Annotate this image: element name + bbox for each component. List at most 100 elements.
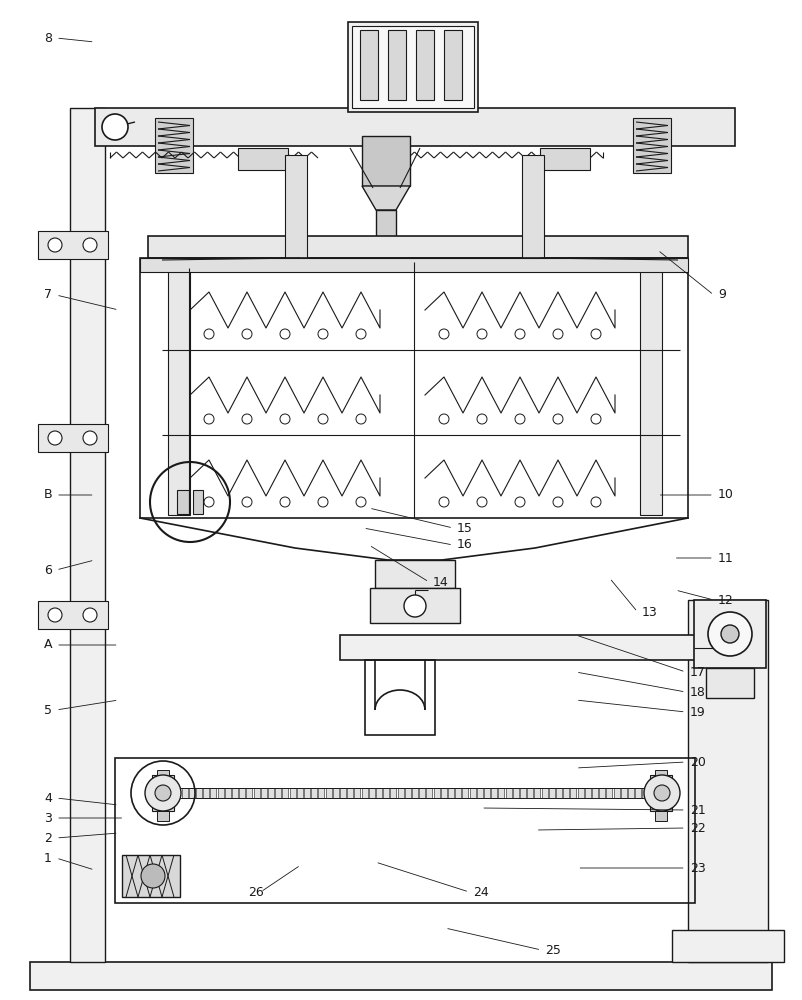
Text: 8: 8 (44, 31, 52, 44)
Circle shape (48, 431, 62, 445)
Bar (239, 788, 245, 798)
Bar (304, 788, 310, 798)
Bar (541, 788, 548, 798)
Bar (362, 788, 367, 798)
Text: 17: 17 (690, 666, 706, 678)
Circle shape (102, 114, 128, 140)
Circle shape (204, 329, 214, 339)
Bar (370, 588, 460, 623)
Circle shape (280, 497, 290, 507)
Bar (444, 30, 462, 100)
Bar (148, 236, 688, 258)
Bar (456, 788, 461, 798)
Circle shape (591, 329, 601, 339)
Text: 9: 9 (718, 288, 726, 302)
Bar (122, 855, 180, 897)
Circle shape (145, 775, 181, 811)
Bar (326, 788, 331, 798)
Circle shape (515, 497, 525, 507)
Bar (354, 788, 360, 798)
Bar (203, 788, 209, 798)
Bar (621, 788, 627, 798)
Bar (188, 788, 195, 798)
Bar (285, 155, 307, 258)
Bar (261, 788, 267, 798)
Bar (628, 788, 634, 798)
Bar (441, 788, 447, 798)
Bar (633, 118, 671, 173)
Bar (352, 26, 474, 108)
Circle shape (477, 329, 487, 339)
Circle shape (318, 497, 328, 507)
Bar (540, 148, 590, 170)
Bar (30, 962, 772, 990)
Bar (375, 560, 455, 588)
Bar (238, 148, 288, 170)
Bar (614, 788, 620, 798)
Text: 26: 26 (249, 886, 265, 898)
Circle shape (404, 595, 426, 617)
Text: 21: 21 (690, 804, 706, 816)
Text: 10: 10 (718, 488, 734, 502)
Text: 19: 19 (690, 706, 706, 718)
Bar (405, 788, 411, 798)
Bar (427, 788, 432, 798)
Text: A: A (44, 639, 53, 652)
Bar (210, 788, 217, 798)
Circle shape (280, 414, 290, 424)
Circle shape (141, 864, 165, 888)
Bar (522, 155, 544, 258)
Bar (549, 788, 555, 798)
Circle shape (356, 414, 366, 424)
Text: 4: 4 (44, 792, 52, 804)
Bar (362, 136, 410, 186)
Bar (115, 758, 695, 903)
Bar (383, 788, 389, 798)
Bar (340, 788, 346, 798)
Bar (655, 811, 667, 821)
Bar (318, 788, 324, 798)
Bar (333, 788, 338, 798)
Bar (140, 258, 688, 518)
Bar (694, 600, 766, 668)
Text: 24: 24 (473, 886, 489, 898)
Text: 22: 22 (690, 822, 706, 834)
Circle shape (515, 414, 525, 424)
Circle shape (356, 497, 366, 507)
Bar (38, 231, 108, 259)
Circle shape (708, 612, 752, 656)
Text: 5: 5 (44, 704, 52, 716)
Bar (246, 788, 253, 798)
Text: 11: 11 (718, 552, 734, 564)
Bar (650, 775, 672, 811)
Bar (416, 30, 434, 100)
Circle shape (155, 785, 171, 801)
Bar (448, 788, 454, 798)
Bar (577, 788, 584, 798)
Bar (640, 265, 662, 515)
Text: 3: 3 (44, 812, 52, 824)
Text: 1: 1 (44, 852, 52, 864)
Bar (38, 424, 108, 452)
Circle shape (515, 329, 525, 339)
Bar (434, 788, 439, 798)
Text: B: B (44, 488, 53, 502)
Bar (585, 788, 591, 798)
Circle shape (83, 238, 97, 252)
Bar (196, 788, 202, 798)
Bar (225, 788, 231, 798)
Text: 16: 16 (457, 538, 473, 552)
Bar (155, 118, 193, 173)
Text: 15: 15 (457, 522, 473, 534)
Circle shape (356, 329, 366, 339)
Circle shape (83, 608, 97, 622)
Text: 14: 14 (433, 576, 449, 588)
Circle shape (553, 329, 563, 339)
Bar (290, 788, 296, 798)
Circle shape (242, 329, 252, 339)
Bar (606, 788, 613, 798)
Bar (376, 788, 382, 798)
Bar (340, 635, 730, 660)
Circle shape (439, 414, 449, 424)
Text: 7: 7 (44, 288, 52, 302)
